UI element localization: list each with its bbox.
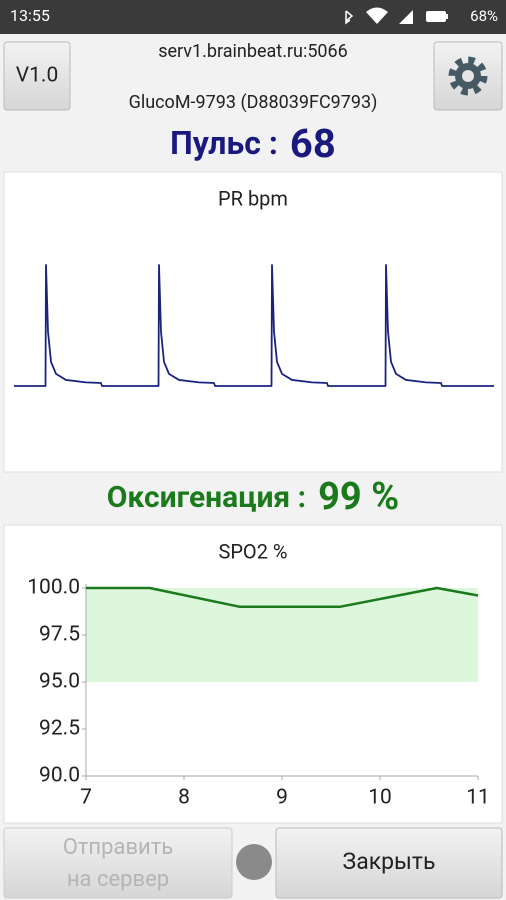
data-line <box>86 586 479 609</box>
device-name: GlucoM-9793 (D88039FC9793) <box>129 92 378 113</box>
y-tick-label: 97.5 <box>39 623 80 647</box>
chart-title: PR bpm <box>218 186 288 210</box>
send-button[interactable] <box>3 827 233 899</box>
status-bar <box>0 0 506 34</box>
send-label: на сервер <box>67 867 169 892</box>
pulse-value: 68 <box>290 120 336 167</box>
oxygen-value: 99 % <box>318 475 399 519</box>
close-button[interactable] <box>275 827 503 899</box>
gear-icon <box>448 56 488 96</box>
x-tick-label: 10 <box>368 786 392 810</box>
x-tick-label: 9 <box>276 786 288 810</box>
oxygen-readout: Оксигенация : 99 % <box>107 475 400 519</box>
normal-range <box>86 588 478 682</box>
version-button[interactable] <box>3 41 71 111</box>
status-icons <box>345 7 448 25</box>
pulse-readout: Пульс : 68 <box>170 120 336 167</box>
status-indicator <box>236 844 272 880</box>
data-line <box>14 264 494 387</box>
version-label: V1.0 <box>16 64 59 88</box>
send-label: Отправить <box>63 835 174 860</box>
oxygen-label: Оксигенация : <box>107 480 306 515</box>
y-tick-label: 95.0 <box>39 670 80 694</box>
y-tick-label: 100.0 <box>27 576 80 600</box>
x-tick-label: 8 <box>178 786 190 810</box>
y-tick-label: 90.0 <box>39 764 80 788</box>
close-label: Закрыть <box>343 848 436 875</box>
server-address: serv1.brainbeat.ru:5066 <box>158 41 348 62</box>
x-tick-label: 11 <box>466 786 490 810</box>
status-time: 13:55 <box>10 6 50 25</box>
x-tick-label: 7 <box>80 786 92 810</box>
y-tick-label: 92.5 <box>39 717 80 741</box>
pulse-label: Пульс : <box>170 124 278 162</box>
chart-title: SPO2 % <box>218 539 287 563</box>
status-battery: 68% <box>470 7 498 25</box>
pulse-chart-panel <box>3 171 503 473</box>
